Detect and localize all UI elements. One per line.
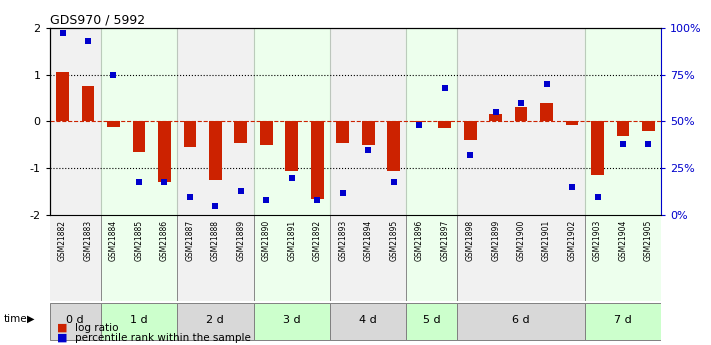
Bar bbox=[457, 303, 585, 339]
Bar bbox=[183, 121, 196, 147]
Bar bbox=[464, 121, 476, 140]
Bar bbox=[101, 303, 177, 339]
Bar bbox=[362, 121, 375, 145]
Text: GSM21889: GSM21889 bbox=[236, 219, 245, 261]
Bar bbox=[387, 121, 400, 171]
Text: GSM21905: GSM21905 bbox=[644, 219, 653, 261]
Bar bbox=[50, 215, 101, 300]
Bar bbox=[101, 28, 177, 215]
Text: GSM21897: GSM21897 bbox=[440, 219, 449, 261]
Bar bbox=[330, 28, 407, 215]
Bar bbox=[177, 303, 254, 339]
Bar bbox=[330, 215, 407, 300]
Text: GSM21902: GSM21902 bbox=[567, 219, 577, 261]
Text: GSM21898: GSM21898 bbox=[466, 219, 475, 261]
Text: 4 d: 4 d bbox=[359, 315, 377, 325]
Bar bbox=[438, 121, 451, 128]
Bar bbox=[82, 86, 95, 121]
Text: GSM21884: GSM21884 bbox=[109, 219, 118, 261]
Text: 5 d: 5 d bbox=[423, 315, 441, 325]
Bar bbox=[336, 121, 349, 142]
Bar bbox=[158, 121, 171, 183]
Text: GSM21882: GSM21882 bbox=[58, 219, 67, 260]
Text: GSM21896: GSM21896 bbox=[415, 219, 424, 261]
Bar bbox=[132, 121, 145, 152]
Bar bbox=[107, 121, 120, 127]
Text: 1 d: 1 d bbox=[130, 315, 148, 325]
Bar bbox=[235, 121, 247, 142]
Text: GSM21904: GSM21904 bbox=[619, 219, 628, 261]
Bar bbox=[254, 215, 330, 300]
Text: ▶: ▶ bbox=[27, 314, 35, 324]
Text: GSM21899: GSM21899 bbox=[491, 219, 500, 261]
Bar bbox=[254, 303, 330, 339]
Bar bbox=[489, 115, 502, 121]
Bar bbox=[101, 215, 177, 300]
Bar bbox=[50, 28, 101, 215]
Text: ■: ■ bbox=[57, 333, 68, 343]
Bar bbox=[407, 28, 457, 215]
Bar bbox=[591, 121, 604, 175]
Bar bbox=[50, 303, 101, 339]
Text: GSM21901: GSM21901 bbox=[542, 219, 551, 261]
Bar bbox=[540, 103, 553, 121]
Bar bbox=[457, 28, 585, 215]
Text: percentile rank within the sample: percentile rank within the sample bbox=[75, 333, 250, 343]
Bar bbox=[56, 72, 69, 121]
Bar bbox=[285, 121, 298, 171]
Bar bbox=[515, 107, 528, 121]
Bar bbox=[330, 303, 407, 339]
Bar bbox=[260, 121, 273, 145]
Text: GSM21887: GSM21887 bbox=[186, 219, 194, 261]
Text: GSM21888: GSM21888 bbox=[211, 219, 220, 260]
Bar bbox=[585, 28, 661, 215]
Bar bbox=[254, 28, 330, 215]
Text: GSM21885: GSM21885 bbox=[134, 219, 144, 261]
Text: 6 d: 6 d bbox=[513, 315, 530, 325]
Text: GSM21894: GSM21894 bbox=[364, 219, 373, 261]
Text: GSM21890: GSM21890 bbox=[262, 219, 271, 261]
Text: GSM21892: GSM21892 bbox=[313, 219, 322, 261]
Text: GSM21886: GSM21886 bbox=[160, 219, 169, 261]
Text: GSM21900: GSM21900 bbox=[517, 219, 525, 261]
Bar bbox=[311, 121, 324, 199]
Text: 0 d: 0 d bbox=[66, 315, 84, 325]
Bar bbox=[177, 215, 254, 300]
Text: 3 d: 3 d bbox=[283, 315, 301, 325]
Text: 2 d: 2 d bbox=[206, 315, 224, 325]
Bar bbox=[209, 121, 222, 180]
Text: GSM21895: GSM21895 bbox=[389, 219, 398, 261]
Bar bbox=[616, 121, 629, 136]
Text: GSM21903: GSM21903 bbox=[593, 219, 602, 261]
Bar bbox=[177, 28, 254, 215]
Bar bbox=[566, 121, 579, 125]
Text: ■: ■ bbox=[57, 323, 68, 333]
Text: 7 d: 7 d bbox=[614, 315, 632, 325]
Text: GSM21883: GSM21883 bbox=[83, 219, 92, 261]
Text: log ratio: log ratio bbox=[75, 323, 118, 333]
Bar bbox=[642, 121, 655, 131]
Text: GSM21893: GSM21893 bbox=[338, 219, 347, 261]
Bar bbox=[407, 215, 457, 300]
Bar bbox=[585, 303, 661, 339]
Bar bbox=[585, 215, 661, 300]
Text: GSM21891: GSM21891 bbox=[287, 219, 296, 261]
Bar bbox=[413, 121, 426, 122]
Bar bbox=[407, 303, 457, 339]
Text: time: time bbox=[4, 314, 27, 324]
Bar bbox=[457, 215, 585, 300]
Text: GDS970 / 5992: GDS970 / 5992 bbox=[50, 13, 145, 27]
